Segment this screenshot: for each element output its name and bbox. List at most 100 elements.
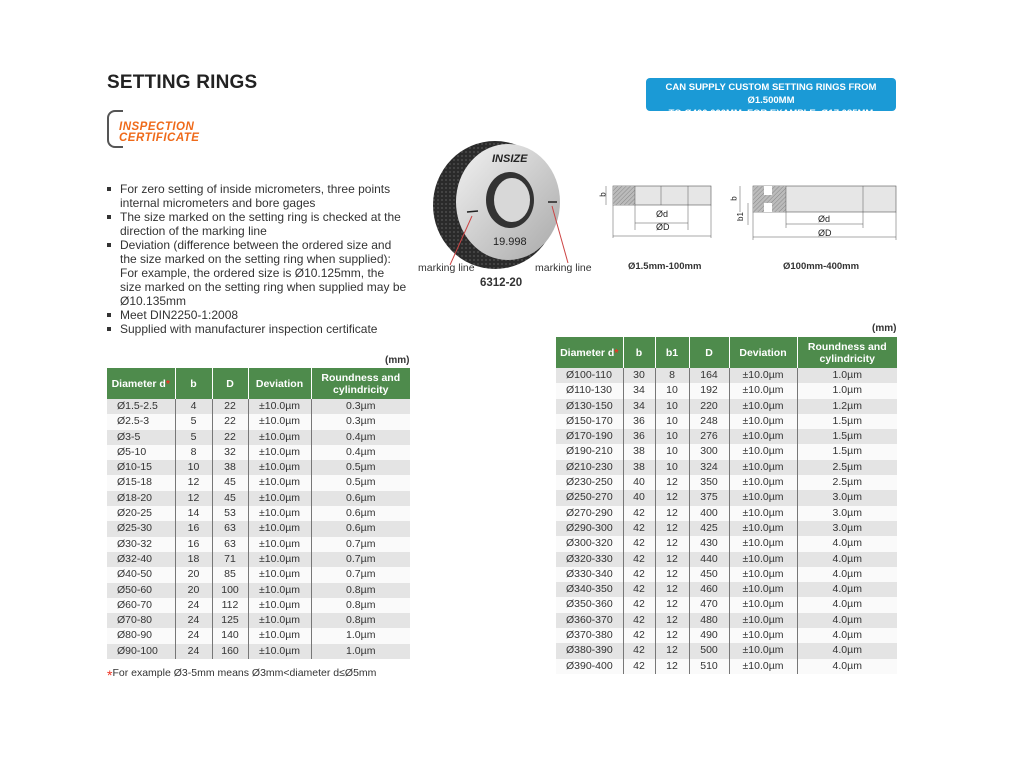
table-cell: 10 — [654, 398, 689, 414]
table-cell: 12 — [654, 582, 689, 598]
table-cell: 4.0µm — [796, 612, 897, 629]
table-row: Ø1.5-2.5 4 22 ±10.0µm 0.3µm — [107, 399, 410, 415]
table-cell: 192 — [688, 383, 729, 399]
table-cell: ±10.0µm — [728, 505, 797, 521]
table-cell: 0.4µm — [310, 429, 410, 445]
table-cell: 10 — [654, 413, 689, 430]
table-cell: 22 — [211, 429, 248, 445]
table-row: Ø170-190 36 10 276 ±10.0µm 1.5µm — [556, 429, 897, 445]
table-cell: 42 — [622, 551, 655, 567]
table-row: Ø20-25 14 53 ±10.0µm 0.6µm — [107, 506, 410, 522]
table-row: Ø270-290 42 12 400 ±10.0µm 3.0µm — [556, 505, 897, 521]
table-cell: Ø340-350 — [556, 582, 623, 598]
table-cell: 8 — [174, 444, 212, 461]
table-cell: 3.0µm — [796, 490, 897, 506]
table-row: Ø100-110 30 8 164 ±10.0µm 1.0µm — [556, 368, 897, 384]
table-cell: 10 — [654, 459, 689, 476]
table-cell: 125 — [211, 613, 248, 629]
table-cell: 20 — [174, 567, 212, 583]
table-cell: Ø150-170 — [556, 413, 623, 430]
table-cell: 24 — [174, 643, 212, 660]
table-cell: 4.0µm — [796, 597, 897, 613]
table-cell: 1.5µm — [796, 429, 897, 445]
table-cell: 12 — [654, 505, 689, 521]
table-cell: ±10.0µm — [728, 413, 797, 430]
table-cell: 42 — [622, 597, 655, 613]
table-cell: Ø360-370 — [556, 612, 623, 629]
table-cell: ±10.0µm — [247, 521, 311, 537]
table-cell: ±10.0µm — [728, 612, 797, 629]
table-cell: 63 — [211, 521, 248, 537]
table-row: Ø30-32 16 63 ±10.0µm 0.7µm — [107, 536, 410, 552]
table-cell: 4 — [174, 399, 212, 415]
table-row: Ø3-5 5 22 ±10.0µm 0.4µm — [107, 429, 410, 445]
table-cell: ±10.0µm — [728, 582, 797, 598]
table-cell: 490 — [688, 628, 729, 644]
table-cell: Ø25-30 — [107, 521, 175, 537]
table-row: Ø130-150 34 10 220 ±10.0µm 1.2µm — [556, 398, 897, 414]
table-row: Ø15-18 12 45 ±10.0µm 0.5µm — [107, 475, 410, 491]
column-header: b1 — [654, 337, 689, 368]
table-cell: 12 — [654, 643, 689, 659]
table-row: Ø5-10 8 32 ±10.0µm 0.4µm — [107, 444, 410, 461]
table-cell: ±10.0µm — [247, 567, 311, 583]
column-header: Diameter d* — [556, 337, 623, 368]
table-row: Ø60-70 24 112 ±10.0µm 0.8µm — [107, 597, 410, 614]
table-cell: 42 — [622, 658, 655, 674]
table-cell: 0.6µm — [310, 521, 410, 537]
table-cell: Ø15-18 — [107, 475, 175, 491]
table-cell: 0.6µm — [310, 506, 410, 522]
table-cell: 440 — [688, 551, 729, 567]
table-cell: 63 — [211, 536, 248, 552]
table-cell: 0.3µm — [310, 414, 410, 430]
table-cell: 12 — [654, 475, 689, 491]
table-cell: 276 — [688, 429, 729, 445]
table-cell: ±10.0µm — [247, 506, 311, 522]
label-b: b — [598, 192, 608, 197]
left-table-unit: (mm) — [385, 355, 410, 366]
table-cell: 0.3µm — [310, 399, 410, 415]
table-row: Ø25-30 16 63 ±10.0µm 0.6µm — [107, 521, 410, 537]
table-cell: 3.0µm — [796, 505, 897, 521]
table-row: Ø110-130 34 10 192 ±10.0µm 1.0µm — [556, 383, 897, 399]
table-cell: 42 — [622, 643, 655, 659]
table-cell: 0.4µm — [310, 444, 410, 461]
table-cell: ±10.0µm — [247, 475, 311, 491]
column-header: D — [211, 368, 248, 399]
table-row: Ø230-250 40 12 350 ±10.0µm 2.5µm — [556, 475, 897, 491]
table-cell: 164 — [688, 368, 729, 384]
table-cell: ±10.0µm — [728, 597, 797, 613]
table-cell: 12 — [174, 490, 212, 507]
table-row: Ø250-270 40 12 375 ±10.0µm 3.0µm — [556, 490, 897, 506]
table-cell: ±10.0µm — [247, 582, 311, 598]
table-cell: Ø3-5 — [107, 429, 175, 445]
table-cell: Ø250-270 — [556, 490, 623, 506]
table-cell: 42 — [622, 612, 655, 629]
table-row: Ø210-230 38 10 324 ±10.0µm 2.5µm — [556, 459, 897, 476]
table-cell: 8 — [654, 368, 689, 384]
table-cell: 10 — [654, 444, 689, 460]
table-cell: 12 — [654, 536, 689, 552]
table-cell: 4.0µm — [796, 566, 897, 583]
table-cell: 34 — [622, 398, 655, 414]
table-row: Ø390-400 42 12 510 ±10.0µm 4.0µm — [556, 658, 897, 674]
table-cell: 0.7µm — [310, 551, 410, 568]
table-cell: 10 — [654, 429, 689, 445]
table-row: Ø360-370 42 12 480 ±10.0µm 4.0µm — [556, 612, 897, 629]
table-cell: 4.0µm — [796, 582, 897, 598]
table-cell: Ø100-110 — [556, 368, 623, 384]
table-cell: ±10.0µm — [728, 658, 797, 674]
table-row: Ø90-100 24 160 ±10.0µm 1.0µm — [107, 643, 410, 660]
table-cell: 16 — [174, 521, 212, 537]
table-cell: Ø2.5-3 — [107, 414, 175, 430]
table-cell: 36 — [622, 413, 655, 430]
banner-line-2: TO Ø400.000MM, FOR EXAMPLE, Ø17.085MM — [668, 108, 874, 119]
table-cell: Ø70-80 — [107, 613, 175, 629]
table-row: Ø40-50 20 85 ±10.0µm 0.7µm — [107, 567, 410, 583]
table-cell: 24 — [174, 613, 212, 629]
table-cell: 1.0µm — [310, 643, 410, 660]
table-cell: 500 — [688, 643, 729, 659]
table-cell: 45 — [211, 475, 248, 491]
table-row: Ø290-300 42 12 425 ±10.0µm 3.0µm — [556, 520, 897, 537]
table-cell: 0.8µm — [310, 597, 410, 614]
